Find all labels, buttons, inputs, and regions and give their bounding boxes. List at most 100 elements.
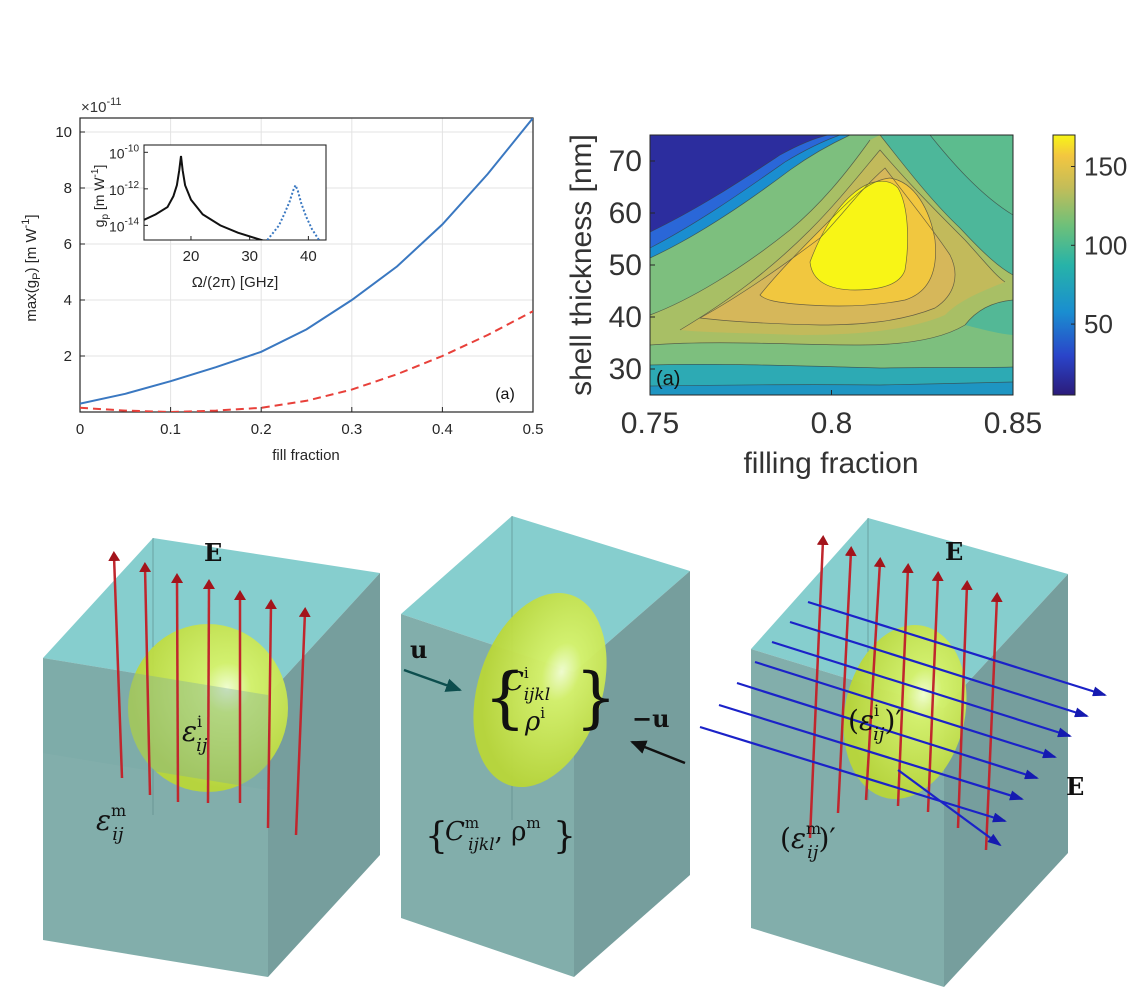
- field-arrow: [926, 571, 944, 813]
- x-tick-label: 0.3: [341, 421, 362, 438]
- y-tick-label: 6: [64, 236, 72, 253]
- field-arrow: [808, 535, 829, 839]
- heatmap-y-axis-label: shell thickness [nm]: [565, 134, 598, 396]
- colorbar-tick-label: 150: [1084, 152, 1127, 182]
- contour-lower-right: [965, 300, 1013, 335]
- heatmap-y-tick-label: 40: [609, 301, 642, 334]
- heatmap-x-tick-label: 0.85: [984, 407, 1042, 440]
- inset-x-tick-label: 40: [300, 248, 317, 265]
- inset-series-1: [266, 182, 321, 240]
- field-arrow-horizontal: [807, 600, 1107, 697]
- cube-elastic-inclusion: u −u { } Ci ijkl ρi { Cm ijkl, ρm }: [401, 516, 690, 977]
- inset-y-tick-label: 10-12: [109, 180, 139, 198]
- colorbar-tick-label: 50: [1084, 309, 1113, 339]
- cube1-side-face: [268, 573, 380, 977]
- line-chart-max-gp: 0 0.1 0.2 0.3 0.4 0.5 2 4 6 8 10 ×10-11 fill fract…: [20, 96, 543, 464]
- exponent-label: ×10-11: [81, 96, 122, 116]
- cube3-field-label-top: E: [945, 537, 963, 566]
- field-arrow: [956, 580, 973, 829]
- contour-bottom-band-2: [650, 364, 1013, 386]
- inset-chart: 20 30 40 10-10 10-12 10-14 Ω/(2π) [GHz] gp [m…: [90, 143, 327, 291]
- contour-region-peak: [810, 181, 908, 290]
- cube2-inclusion-label: { } Ci ijkl ρi: [484, 659, 617, 737]
- cube2-vector-u: u: [410, 635, 427, 664]
- heatmap-x-tick-label: 0.75: [621, 407, 679, 440]
- heatmap-y-tick-label: 60: [609, 197, 642, 230]
- contour-teal-right-2: [930, 135, 1013, 215]
- panel-label: (a): [495, 386, 515, 403]
- cube2-inclusion: [473, 592, 607, 788]
- cube3-field-label-side: E: [1066, 772, 1084, 801]
- field-arrow: [108, 551, 124, 779]
- y-axis-label: max(gP) [m W-1]: [20, 214, 43, 321]
- cube2-top-face: [401, 516, 690, 672]
- field-arrow-horizontal: [897, 769, 1002, 847]
- cube2-vector-minus-u: −u: [632, 704, 670, 733]
- x-tick-label: 0.4: [432, 421, 453, 438]
- inset-frame: [143, 144, 327, 241]
- field-arrow: [896, 563, 914, 807]
- svg-text:{: {: [425, 816, 448, 857]
- inset-x-tick-label: 20: [183, 248, 200, 265]
- field-arrow-horizontal: [771, 640, 1072, 738]
- field-arrow-horizontal: [718, 703, 1024, 801]
- cube3-inclusion-label: (εi ij)′: [848, 701, 902, 745]
- heatmap-axis-ticks: 0.75 0.8 0.85 30 40 50 60 70: [609, 145, 1043, 440]
- svg-text:{: {: [484, 659, 526, 736]
- cube-electroelastic-inclusion: E E (εi ij)′ (εm ij)′: [699, 518, 1107, 987]
- heatmap-y-tick-label: 30: [609, 353, 642, 386]
- cube2-arrow-u: [403, 668, 462, 692]
- contour-region-darkblue: [650, 135, 828, 232]
- plot-frame: [79, 117, 534, 413]
- x-tick-label: 0: [76, 421, 84, 438]
- cube3-horizontal-field-arrows: [699, 600, 1107, 847]
- inset-series-0: [144, 155, 265, 240]
- field-arrow-horizontal: [736, 681, 1039, 780]
- x-axis-label: fill fraction: [272, 447, 340, 464]
- y-tick-label: 10: [55, 124, 72, 141]
- heatmap-y-tick-label: 50: [609, 249, 642, 282]
- field-arrow-horizontal: [789, 620, 1089, 718]
- cube3-matrix-label: (εm ij)′: [780, 819, 836, 863]
- series-line-0: [80, 118, 533, 405]
- y-tick-label: 8: [64, 180, 72, 197]
- x-tick-label: 0.5: [523, 421, 544, 438]
- x-tick-label: 0.1: [160, 421, 181, 438]
- inset-y-tick-label: 10-10: [109, 143, 139, 161]
- cube2-arrow-minus-u: [630, 740, 686, 765]
- field-arrow-horizontal: [754, 660, 1057, 759]
- contour-lines: [649, 134, 1014, 387]
- inset-x-tick-label: 30: [241, 248, 258, 265]
- cube1-inclusion-label: εi ij: [182, 712, 208, 756]
- x-tick-label: 0.2: [251, 421, 272, 438]
- field-arrow: [294, 607, 311, 836]
- svg-text:ρi: ρi: [524, 704, 545, 737]
- y-tick-label: 2: [64, 348, 72, 365]
- series-lines: [80, 118, 533, 412]
- inset-y-tick-label: 10-14: [109, 216, 139, 234]
- inset-series: [144, 155, 321, 240]
- colorbar: [1052, 134, 1076, 396]
- contour-chart-shell-thickness: 0.75 0.8 0.85 30 40 50 60 70 filling fraction s…: [565, 134, 1127, 480]
- cube1-field-arrows: [108, 551, 311, 836]
- cube3-side-face: [944, 574, 1068, 987]
- field-arrow: [984, 592, 1003, 851]
- field-arrow: [864, 557, 886, 801]
- colorbar-tick-label: 100: [1084, 230, 1127, 260]
- cube1-field-label: E: [204, 538, 222, 567]
- heatmap-x-axis-label: filling fraction: [743, 447, 918, 480]
- series-line-1: [80, 310, 533, 412]
- field-arrow: [139, 562, 152, 796]
- cube-dielectric-inclusion: E εi ij εm ij: [43, 538, 380, 977]
- field-arrow-horizontal: [699, 725, 1007, 823]
- inset-x-axis-label: Ω/(2π) [GHz]: [192, 274, 279, 291]
- heatmap-y-tick-label: 70: [609, 145, 642, 178]
- field-arrow: [264, 599, 277, 829]
- inset-y-axis-label: gp [m W-1]: [90, 165, 111, 228]
- field-arrow: [171, 573, 184, 803]
- svg-text:}: }: [553, 816, 576, 857]
- cube1-top-face: [43, 538, 380, 695]
- axis-ticks: 0 0.1 0.2 0.3 0.4 0.5 2 4 6 8 10: [55, 124, 543, 438]
- field-arrow: [202, 579, 215, 804]
